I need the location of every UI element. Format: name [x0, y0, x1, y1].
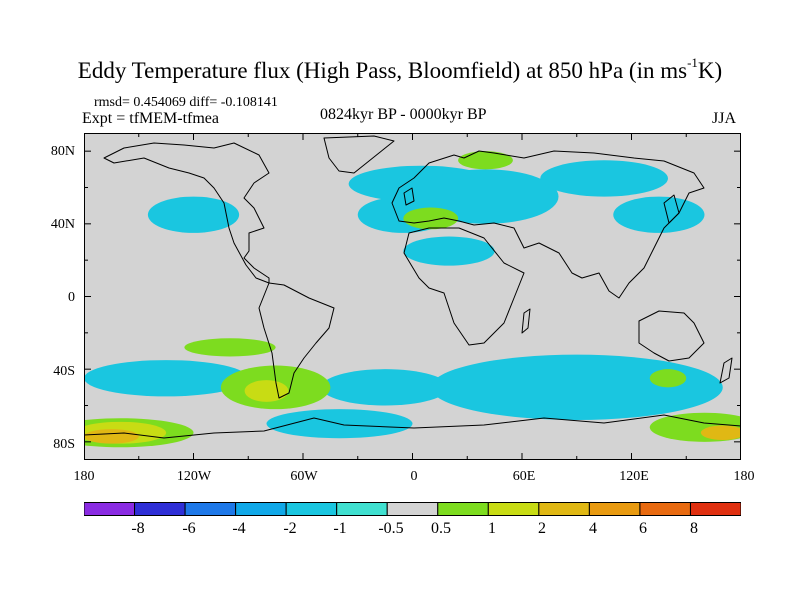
colorbar-label: -0.5 [378, 520, 404, 537]
lon-label-0: 0 [410, 469, 418, 484]
lon-label-120e: 120E [619, 469, 649, 484]
lat-label-40s: 40S [53, 364, 75, 379]
colorbar-label: -4 [232, 520, 246, 537]
period-label: 0824kyr BP - 0000kyr BP [320, 106, 487, 123]
colorbar-box-10 [588, 502, 641, 516]
colorbar-box-8 [487, 502, 540, 516]
colorbar-box-6 [386, 502, 439, 516]
colorbar-label: -6 [182, 520, 196, 537]
flux-region-0 [147, 196, 240, 233]
flux-region-6 [613, 196, 705, 233]
world-map-plot [84, 133, 741, 460]
flux-region-3 [540, 160, 668, 197]
lon-label-180w: 180 [73, 469, 95, 484]
lon-label-120w: 120W [176, 469, 212, 484]
lon-label-180e: 180 [733, 469, 755, 484]
flux-region-11 [403, 207, 459, 230]
colorbar-box-7 [437, 502, 489, 516]
lon-label-60e: 60E [512, 469, 536, 484]
colorbar-label: -1 [333, 520, 347, 537]
flux-regions [84, 151, 741, 448]
colorbar-box-0 [84, 502, 136, 516]
flux-region-9 [430, 354, 723, 421]
colorbar-label: -8 [131, 520, 145, 537]
colorbar-label: 6 [639, 520, 647, 537]
flux-region-4 [403, 236, 495, 266]
experiment-label: Expt = tfMEM-tfmea [82, 110, 219, 127]
lat-label-80n: 80N [50, 144, 75, 159]
new-zealand-coastline [719, 357, 733, 384]
flux-region-13 [184, 338, 276, 357]
colorbar-box-11 [639, 502, 691, 516]
colorbar-box-3 [235, 502, 287, 516]
colorbar-label: 0.5 [431, 520, 451, 537]
rmsd-diff-stats: rmsd= 0.454069 diff= -0.108141 [94, 95, 278, 110]
colorbar-label: -2 [283, 520, 297, 537]
australia-coastline [638, 310, 705, 362]
flux-region-21 [700, 425, 741, 441]
map-title: Eddy Temperature flux (High Pass, Bloomf… [77, 55, 723, 83]
colorbar-label: 8 [690, 520, 698, 537]
flux-region-12 [458, 151, 513, 170]
colorbar-box-9 [538, 502, 590, 516]
colorbar-box-5 [336, 502, 388, 516]
colorbar [84, 502, 741, 516]
colorbar-boxes [84, 502, 741, 516]
africa-coastline [403, 227, 525, 346]
flux-region-17 [649, 369, 687, 388]
flux-region-7 [84, 360, 249, 397]
japan-coastline [663, 194, 680, 224]
madagascar-coastline [521, 308, 531, 334]
north-america-coastline [103, 142, 270, 284]
lon-label-60w: 60W [290, 469, 318, 484]
colorbar-box-1 [134, 502, 186, 516]
eurasia-coastline [391, 150, 705, 299]
lat-label-40n: 40N [50, 217, 75, 232]
colorbar-box-2 [184, 502, 237, 516]
colorbar-box-4 [285, 502, 338, 516]
south-america-coastline [258, 282, 335, 399]
flux-region-20 [84, 429, 139, 444]
flux-region-2 [412, 169, 559, 224]
antarctica-coastline [84, 414, 741, 439]
axis-ticks [84, 133, 741, 460]
colorbar-label: 1 [488, 520, 496, 537]
british-isles-coastline [403, 187, 415, 206]
flux-region-8 [321, 369, 449, 406]
colorbar-box-12 [689, 502, 741, 516]
flux-region-18 [244, 380, 289, 402]
lat-label-80s: 80S [53, 437, 75, 452]
coastlines [84, 135, 741, 439]
colorbar-label: 4 [589, 520, 597, 537]
greenland-coastline [323, 135, 395, 174]
lat-label-0: 0 [68, 290, 75, 305]
colorbar-label: 2 [538, 520, 546, 537]
season-label: JJA [712, 110, 737, 127]
